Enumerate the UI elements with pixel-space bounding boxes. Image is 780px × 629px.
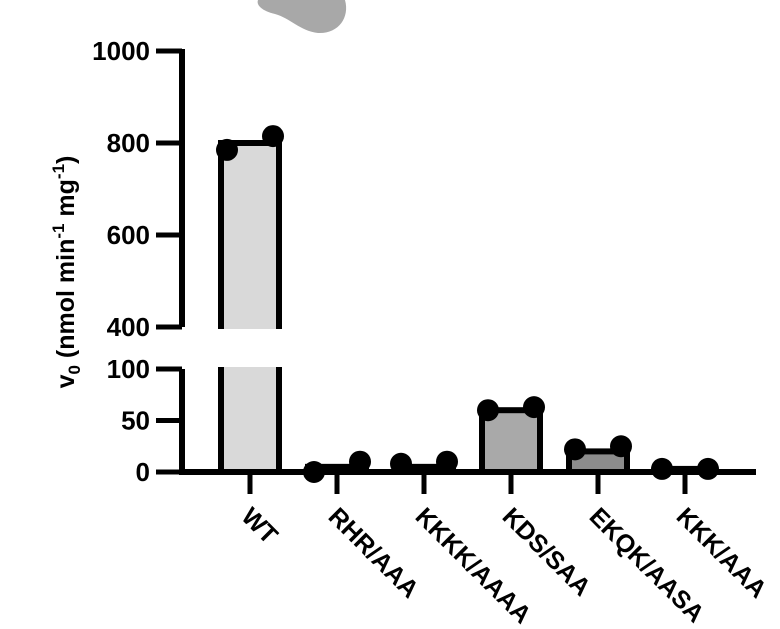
data-point-0-0 [216, 138, 238, 161]
data-point-5-1 [697, 457, 719, 480]
y-tick-label-50: 50 [121, 406, 150, 436]
data-point-0-1 [262, 125, 284, 148]
y-tick-label-400: 400 [107, 312, 150, 342]
y-tick-label-0: 0 [136, 457, 150, 487]
data-point-3-0 [477, 399, 499, 422]
y-tick-label-100: 100 [107, 354, 150, 384]
data-point-5-0 [651, 457, 673, 480]
y-tick-label-1000: 1000 [92, 36, 150, 66]
data-point-1-0 [303, 461, 325, 483]
axis-break-gap [160, 329, 300, 367]
x-tick-label-rhr-aaa: RHR/AAA [323, 502, 424, 603]
y-axis-title: v0 (nmol min-1 mg-1) [49, 156, 84, 389]
bar-wt [218, 140, 282, 475]
data-point-3-1 [523, 396, 545, 419]
data-point-2-1 [436, 450, 458, 473]
data-point-2-0 [390, 452, 412, 475]
data-point-4-0 [564, 438, 586, 461]
y-tick-label-800: 800 [107, 128, 150, 158]
x-tick-label-wt: WT [236, 502, 283, 549]
gray-blob-decoration [257, 0, 347, 34]
svg-text:v0 (nmol min-1 mg-1): v0 (nmol min-1 mg-1) [49, 156, 84, 389]
data-point-1-1 [349, 450, 371, 473]
y-tick-label-600: 600 [107, 220, 150, 250]
data-point-4-1 [610, 435, 632, 458]
